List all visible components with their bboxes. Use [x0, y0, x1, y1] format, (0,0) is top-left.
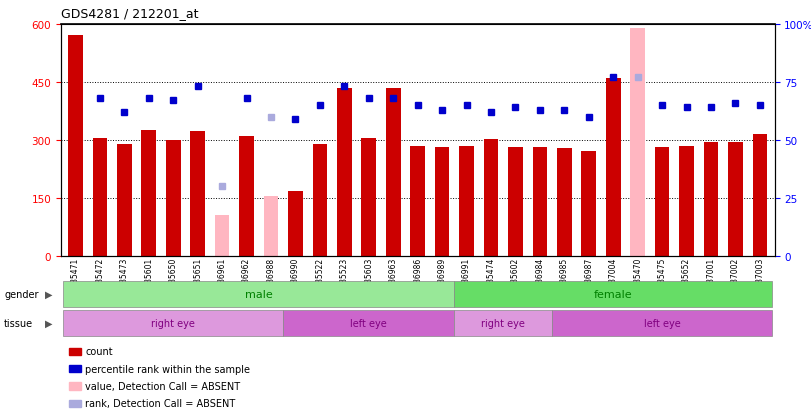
Bar — [239, 137, 254, 256]
Text: gender: gender — [4, 289, 39, 299]
Bar — [288, 191, 303, 256]
Bar — [191, 132, 205, 256]
Bar — [312, 144, 327, 256]
Text: value, Detection Call = ABSENT: value, Detection Call = ABSENT — [85, 381, 240, 391]
Bar — [581, 152, 596, 256]
Text: left eye: left eye — [350, 318, 387, 328]
Bar — [606, 79, 620, 256]
Text: male: male — [245, 289, 272, 299]
Bar — [459, 146, 474, 256]
Text: percentile rank within the sample: percentile rank within the sample — [85, 364, 250, 374]
Bar — [63, 310, 283, 336]
Bar — [552, 310, 772, 336]
Text: female: female — [594, 289, 633, 299]
Bar — [508, 148, 523, 256]
Bar — [435, 148, 449, 256]
Text: tissue: tissue — [4, 318, 33, 328]
Text: GDS4281 / 212201_at: GDS4281 / 212201_at — [61, 7, 199, 20]
Bar — [753, 135, 767, 256]
Text: left eye: left eye — [644, 318, 680, 328]
Bar — [410, 146, 425, 256]
Bar — [679, 146, 694, 256]
Bar — [68, 36, 83, 256]
Bar — [92, 138, 107, 256]
Bar — [141, 131, 157, 256]
Bar — [386, 88, 401, 256]
Text: right eye: right eye — [152, 318, 195, 328]
Bar — [728, 142, 743, 256]
Bar — [557, 149, 572, 256]
Text: right eye: right eye — [481, 318, 526, 328]
Bar — [264, 196, 278, 256]
Bar — [283, 310, 454, 336]
Bar — [166, 140, 181, 256]
Text: ▶: ▶ — [45, 289, 52, 299]
Text: rank, Detection Call = ABSENT: rank, Detection Call = ABSENT — [85, 399, 235, 408]
Bar — [454, 281, 772, 307]
Bar — [704, 142, 719, 256]
Bar — [63, 281, 454, 307]
Bar — [533, 148, 547, 256]
Bar — [483, 140, 498, 256]
Bar — [630, 28, 645, 256]
Text: count: count — [85, 347, 113, 356]
Bar — [454, 310, 552, 336]
Bar — [337, 88, 352, 256]
Bar — [654, 148, 669, 256]
Bar — [215, 216, 230, 256]
Bar — [362, 138, 376, 256]
Bar — [117, 145, 131, 256]
Text: ▶: ▶ — [45, 318, 52, 328]
